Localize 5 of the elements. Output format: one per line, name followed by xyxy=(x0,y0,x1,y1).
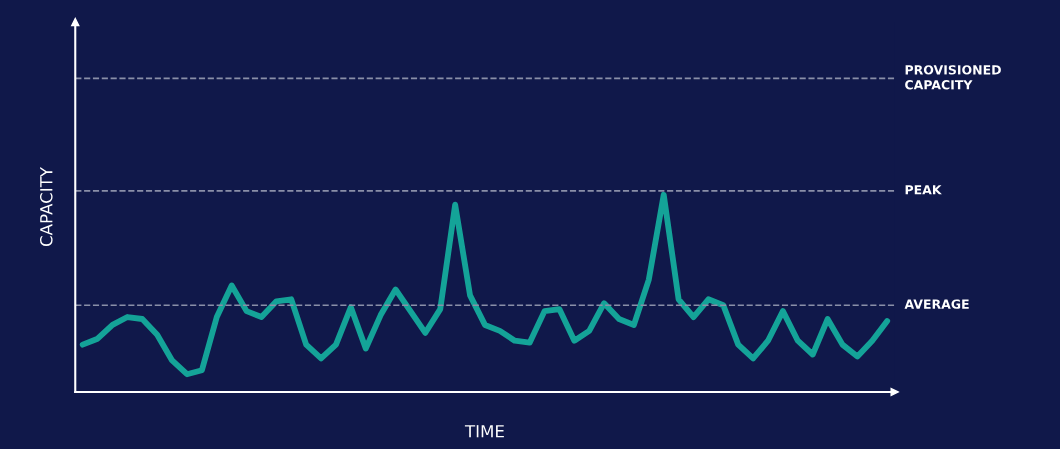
y-axis-title: CAPACITY xyxy=(39,166,53,247)
x-axis-title: TIME xyxy=(464,425,504,438)
ref-line-label: AVERAGE xyxy=(904,299,969,309)
ref-line-label: PROVISIONED CAPACITY xyxy=(905,65,1001,90)
ref-line-label: PEAK xyxy=(905,185,942,195)
